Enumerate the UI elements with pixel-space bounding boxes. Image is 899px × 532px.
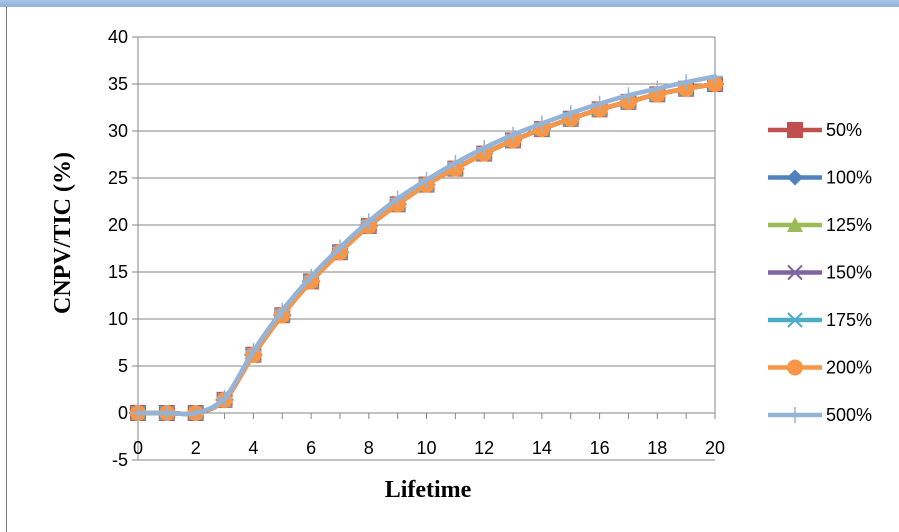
x-tick-label: 6 (306, 438, 316, 458)
legend-item: 150% (768, 263, 872, 283)
series-150pct (130, 76, 723, 421)
legend-marker (787, 359, 803, 376)
series-line (135, 81, 718, 417)
data-point (678, 74, 695, 91)
series-line (135, 81, 718, 417)
data-point (418, 171, 435, 188)
gridlines (138, 36, 715, 461)
data-point (562, 105, 579, 122)
series-line (135, 74, 718, 417)
data-point (476, 139, 493, 156)
legend-label: 500% (826, 405, 872, 425)
y-tick-label: 15 (108, 262, 128, 282)
axes (132, 36, 716, 461)
data-point (447, 154, 464, 171)
y-tick-label: -5 (112, 450, 128, 470)
legend-marker (787, 217, 803, 232)
data-point (216, 389, 233, 406)
series-line (135, 81, 718, 417)
series-500pct (130, 68, 723, 421)
x-tick-label: 4 (248, 438, 258, 458)
data-point (130, 405, 146, 421)
y-tick-label: 30 (108, 121, 128, 141)
x-tick-label: 16 (590, 438, 610, 458)
data-point (591, 95, 608, 112)
x-axis-label: Lifetime (385, 477, 472, 503)
series-100pct (130, 76, 723, 421)
legend-item: 175% (768, 310, 872, 330)
data-point (158, 405, 175, 421)
legend-label: 200% (826, 358, 872, 378)
x-tick-label: 8 (364, 438, 374, 458)
legend-marker (787, 407, 803, 423)
x-tick-label: 12 (474, 438, 494, 458)
y-tick-label: 35 (108, 74, 128, 94)
marker-stroke (787, 264, 803, 281)
x-tick-label: 0 (133, 438, 143, 458)
series-125pct (130, 76, 723, 420)
frame-left-border (6, 7, 7, 532)
series-50pct (130, 76, 723, 421)
window-top-bar (0, 0, 899, 7)
series-line (135, 81, 718, 417)
data-point (505, 126, 522, 143)
legend-item: 100% (768, 168, 872, 188)
legend-item: 125% (768, 215, 872, 235)
legend-label: 175% (826, 310, 872, 330)
legend-item: 200% (768, 358, 872, 378)
legend-item: 50% (768, 120, 862, 140)
x-tick-label: 10 (416, 438, 436, 458)
series-line (135, 81, 718, 417)
x-tick-labels: 0 2 4 6 8 10 12 14 16 18 20 (133, 438, 725, 458)
data-point (533, 115, 550, 132)
y-tick-labels: 40 35 30 25 20 15 10 5 0 -5 (108, 27, 128, 470)
data-point (389, 190, 406, 207)
y-tick-label: 20 (108, 215, 128, 235)
legend-label: 125% (826, 215, 872, 235)
legend-marker (787, 264, 803, 281)
y-tick-label: 5 (118, 356, 128, 376)
data-point (649, 80, 666, 97)
data-point (245, 342, 262, 359)
x-tick-label: 18 (647, 438, 667, 458)
legend-label: 150% (826, 263, 872, 283)
x-tick-label: 14 (532, 438, 552, 458)
y-tick-label: 0 (118, 403, 128, 423)
data-point (187, 405, 204, 421)
data-point (331, 239, 348, 256)
legend-marker (786, 312, 804, 328)
legend-marker (787, 122, 803, 138)
x-tick-label: 2 (191, 438, 201, 458)
series-group (129, 68, 724, 421)
data-point (303, 268, 320, 285)
series-175pct (129, 76, 724, 421)
y-tick-label: 25 (108, 168, 128, 188)
y-axis-label: CNPV/TIC (%) (50, 152, 76, 314)
legend-label: 50% (826, 120, 862, 140)
data-point (360, 213, 377, 230)
series-200pct (130, 76, 723, 421)
legend-marker (787, 169, 803, 186)
series-line (135, 81, 718, 417)
x-tick-label: 20 (705, 438, 725, 458)
legend-label: 100% (826, 168, 872, 188)
y-tick-label: 10 (108, 309, 128, 329)
legend: 50% 100% 125% 150% 175% 200% 500% (768, 120, 872, 425)
data-point (620, 87, 637, 104)
data-point (274, 302, 291, 319)
data-point (707, 68, 723, 85)
y-tick-label: 40 (108, 27, 128, 47)
legend-item: 500% (768, 405, 872, 425)
